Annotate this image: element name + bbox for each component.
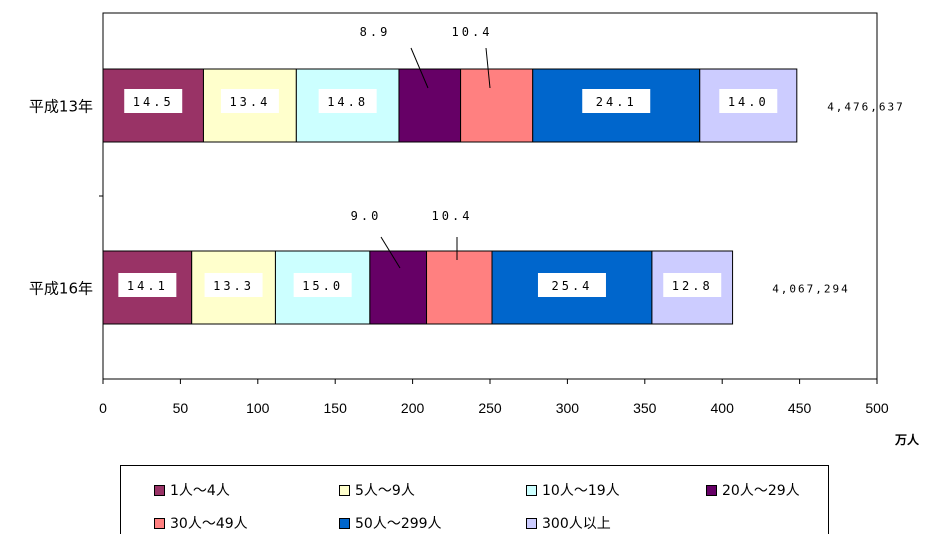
segment-data-label: 14.5 bbox=[133, 95, 174, 109]
segment-data-label: 24.1 bbox=[596, 95, 637, 109]
segment-data-label: 12.8 bbox=[672, 279, 713, 293]
legend-item: 300人以上 bbox=[526, 513, 611, 533]
legend-swatch bbox=[339, 484, 350, 496]
legend-item: 30人～49人 bbox=[154, 513, 248, 533]
total-label: 4,067,294 bbox=[772, 283, 850, 296]
legend-swatch bbox=[154, 484, 165, 496]
segment-data-label: 10.4 bbox=[432, 209, 473, 223]
legend-swatch bbox=[706, 484, 717, 496]
segment-data-label: 14.8 bbox=[327, 95, 368, 109]
segment-data-label: 15.0 bbox=[302, 279, 343, 293]
data-label-box bbox=[582, 89, 651, 113]
legend-label: 20人～29人 bbox=[722, 483, 800, 499]
leader-line bbox=[410, 47, 429, 89]
category-label: 平成16年 bbox=[29, 280, 93, 298]
legend-item: 10人～19人 bbox=[526, 480, 620, 500]
bar-segment bbox=[426, 250, 493, 325]
bar-segment bbox=[369, 250, 428, 325]
x-tick-label: 450 bbox=[788, 400, 812, 416]
segment-data-label: 14.0 bbox=[728, 95, 769, 109]
segment-data-label: 8.9 bbox=[360, 25, 391, 39]
segment-data-label: 9.0 bbox=[351, 209, 382, 223]
legend-item: 5人～9人 bbox=[339, 480, 415, 500]
x-tick-label: 200 bbox=[401, 400, 425, 416]
legend-label: 300人以上 bbox=[542, 516, 611, 532]
segment-data-label: 13.4 bbox=[229, 95, 270, 109]
data-label-box bbox=[204, 273, 263, 297]
leader-line bbox=[380, 236, 401, 269]
x-tick-label: 500 bbox=[865, 400, 889, 416]
x-tick-label: 100 bbox=[246, 400, 270, 416]
legend-item: 1人～4人 bbox=[154, 480, 230, 500]
bar-segment bbox=[460, 68, 534, 143]
data-label-box bbox=[293, 273, 352, 297]
x-tick-label: 350 bbox=[633, 400, 657, 416]
segment-data-label: 25.4 bbox=[552, 279, 593, 293]
category-label: 平成13年 bbox=[29, 98, 93, 116]
total-label: 4,476,637 bbox=[827, 101, 905, 114]
bar-segment bbox=[398, 68, 462, 143]
data-label-box bbox=[220, 89, 279, 113]
data-label-box bbox=[663, 273, 722, 297]
legend-item: 50人～299人 bbox=[339, 513, 442, 533]
legend-swatch bbox=[154, 517, 165, 529]
data-label-box bbox=[719, 89, 778, 113]
segment-data-label: 14.1 bbox=[127, 279, 168, 293]
legend-label: 50人～299人 bbox=[355, 516, 442, 532]
legend-swatch bbox=[526, 484, 537, 496]
stacked-bar-chart: 0 50 100 150 200 250 300 350 400 450 500 万人 平成13年平成1… bbox=[29, 12, 920, 447]
data-label-box bbox=[537, 273, 606, 297]
data-label-box bbox=[318, 89, 377, 113]
data-label-box bbox=[124, 89, 183, 113]
x-tick-label: 300 bbox=[556, 400, 580, 416]
legend-swatch bbox=[339, 517, 350, 529]
legend-label: 30人～49人 bbox=[170, 516, 248, 532]
x-tick-label: 0 bbox=[99, 400, 107, 416]
segment-data-label: 13.3 bbox=[213, 279, 254, 293]
legend-label: 1人～4人 bbox=[170, 483, 230, 499]
legend-label: 5人～9人 bbox=[355, 483, 415, 499]
legend-swatch bbox=[526, 517, 537, 529]
leader-line bbox=[485, 47, 491, 89]
x-tick-label: 250 bbox=[478, 400, 502, 416]
x-axis-unit: 万人 bbox=[894, 432, 920, 447]
chart-legend: 1人～4人 5人～9人 10人～19人 20人～29人 30人～49人 50人～299人 3… bbox=[120, 465, 829, 534]
x-tick-label: 400 bbox=[711, 400, 735, 416]
segment-data-label: 10.4 bbox=[452, 25, 493, 39]
legend-label: 10人～19人 bbox=[542, 483, 620, 499]
legend-item: 20人～29人 bbox=[706, 480, 800, 500]
x-tick-label: 150 bbox=[324, 400, 348, 416]
x-tick-label: 50 bbox=[173, 400, 189, 416]
data-label-box bbox=[118, 273, 177, 297]
